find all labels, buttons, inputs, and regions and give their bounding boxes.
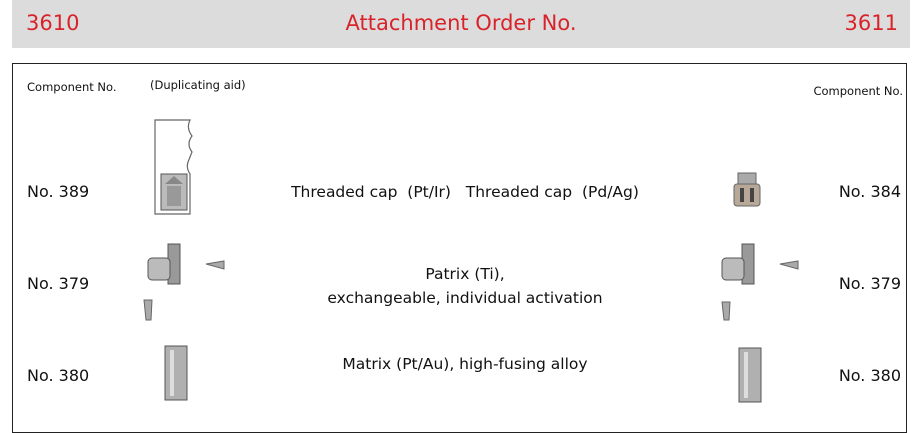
component-no: No. 380 (27, 366, 90, 385)
desc-line: Threaded cap (Pt/Ir) Threaded cap (Pd/Ag… (291, 183, 639, 201)
desc-line: Patrix (Ti), (425, 265, 505, 283)
description: Patrix (Ti), exchangeable, individual act… (200, 262, 730, 310)
header-bar: 3610 Attachment Order No. 3611 (12, 0, 910, 48)
patrix-icon (143, 243, 225, 321)
matrix-icon (164, 345, 188, 401)
header-title: Attachment Order No. (345, 11, 577, 35)
header-right: 3611 (844, 11, 898, 35)
cap-icon (733, 172, 761, 207)
desc-line: exchangeable, individual activation (327, 289, 603, 307)
column-header: Component No. (813, 84, 903, 98)
column-header: (Duplicating aid) (150, 78, 246, 92)
matrix-icon (738, 347, 762, 403)
page: 3610 Attachment Order No. 3611 Component… (12, 0, 910, 433)
component-no: No. 389 (27, 182, 90, 201)
duplicating-aid-icon (154, 119, 193, 215)
component-no: No. 384 (838, 182, 901, 201)
component-no: No. 379 (838, 274, 901, 293)
component-no: No. 379 (27, 274, 90, 293)
description: Matrix (Pt/Au), high-fusing alloy (200, 352, 730, 376)
header-left: 3610 (26, 11, 80, 35)
patrix-icon (721, 243, 799, 321)
description: Threaded cap (Pt/Ir) Threaded cap (Pd/Ag… (200, 180, 730, 204)
column-header: Component No. (27, 80, 117, 94)
component-no: No. 380 (838, 366, 901, 385)
desc-line: Matrix (Pt/Au), high-fusing alloy (342, 355, 588, 373)
